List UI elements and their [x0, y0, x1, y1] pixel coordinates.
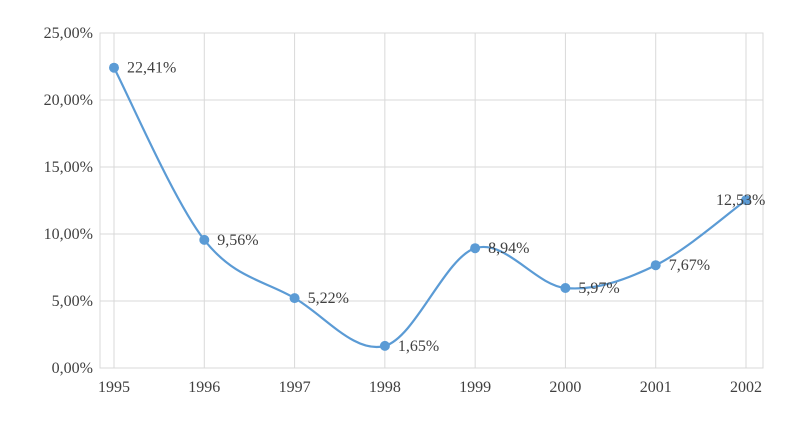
x-axis-tick-label: 1999: [459, 379, 491, 396]
data-point-label: 22,41%: [127, 60, 176, 77]
x-axis-tick-label: 2000: [549, 379, 581, 396]
data-point-label: 1,65%: [398, 338, 439, 355]
data-point-label: 8,94%: [488, 240, 529, 257]
x-axis-tick-label: 2001: [640, 379, 672, 396]
data-point-label: 5,97%: [578, 280, 619, 297]
y-axis-tick-label: 5,00%: [52, 293, 93, 310]
y-axis-tick-label: 20,00%: [44, 92, 93, 109]
x-axis-tick-label: 1995: [98, 379, 130, 396]
y-axis-tick-label: 25,00%: [44, 25, 93, 42]
data-point-label: 12,53%: [716, 192, 765, 209]
data-point-marker: [560, 283, 571, 293]
data-point-marker: [109, 62, 119, 73]
y-axis-tick-label: 0,00%: [52, 360, 93, 377]
y-axis-tick-label: 10,00%: [44, 226, 93, 243]
data-point-marker: [289, 293, 300, 304]
data-point-label: 5,22%: [308, 290, 349, 307]
x-axis-tick-label: 1997: [279, 379, 311, 396]
data-point-marker: [379, 340, 390, 351]
series-line: [112, 66, 748, 349]
x-axis-tick-label: 2002: [730, 379, 762, 396]
x-axis-tick-label: 1998: [369, 379, 401, 396]
data-point-label: 9,56%: [217, 232, 258, 249]
data-point-marker: [650, 260, 661, 271]
data-point-marker: [199, 234, 210, 245]
data-point-marker: [470, 243, 481, 254]
y-axis-tick-label: 15,00%: [44, 159, 93, 176]
data-point-marker: [741, 195, 751, 206]
plot-area-border: [99, 32, 764, 369]
x-axis-tick-label: 1996: [188, 379, 220, 396]
data-point-label: 7,67%: [669, 257, 710, 274]
